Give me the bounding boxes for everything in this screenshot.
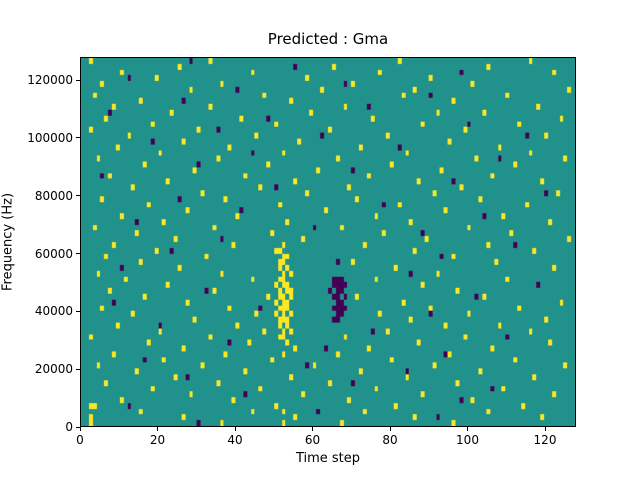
y-tick — [76, 368, 80, 370]
y-tick — [76, 137, 80, 139]
y-tick-label: 60000 — [34, 246, 73, 261]
y-tick — [76, 426, 80, 428]
x-tick-label: 60 — [304, 433, 321, 447]
y-tick — [76, 310, 80, 312]
chart-title: Predicted : Gma — [267, 30, 389, 48]
x-tick — [234, 427, 236, 431]
y-tick-label: 120000 — [27, 73, 73, 88]
x-tick-label: 0 — [76, 433, 84, 447]
x-tick-label: 120 — [533, 433, 557, 447]
x-tick-label: 100 — [456, 433, 479, 447]
y-tick-label: 0 — [65, 420, 73, 434]
plot-area — [80, 57, 576, 427]
y-tick — [76, 253, 80, 255]
x-tick-label: 40 — [227, 433, 243, 447]
x-tick — [312, 427, 313, 431]
x-tick — [544, 427, 546, 431]
x-tick-label: 80 — [382, 433, 398, 447]
x-tick-label: 20 — [149, 433, 166, 447]
x-tick — [389, 427, 391, 431]
y-tick-label: 20000 — [34, 362, 73, 377]
y-tick — [76, 195, 80, 197]
x-tick — [79, 427, 81, 431]
heatmap-canvas — [81, 58, 575, 426]
y-axis-label: Frequency (Hz) — [0, 192, 16, 292]
x-tick — [467, 427, 468, 431]
x-axis-label: Time step — [295, 451, 361, 466]
y-tick — [76, 79, 80, 81]
y-tick-label: 80000 — [34, 188, 73, 203]
x-tick — [157, 427, 158, 431]
y-tick-label: 40000 — [34, 304, 73, 319]
y-tick-label: 100000 — [27, 130, 73, 145]
